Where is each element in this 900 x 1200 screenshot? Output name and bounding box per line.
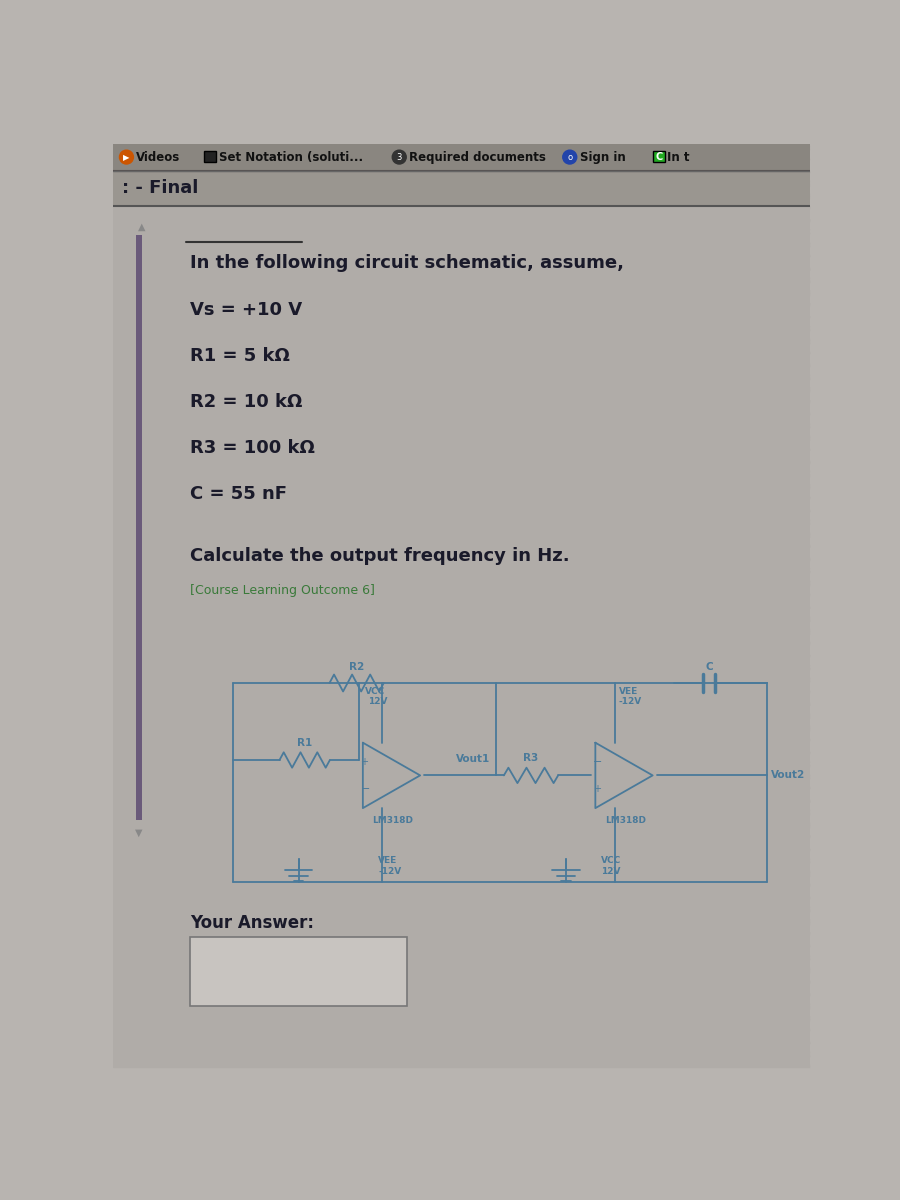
Text: +: + xyxy=(593,785,601,794)
Text: ▲: ▲ xyxy=(139,222,146,232)
FancyBboxPatch shape xyxy=(112,205,810,1068)
Text: In the following circuit schematic, assume,: In the following circuit schematic, assu… xyxy=(190,254,624,272)
Text: LM318D: LM318D xyxy=(373,816,414,826)
Text: : - Final: : - Final xyxy=(122,179,198,197)
Text: Vs = +10 V: Vs = +10 V xyxy=(190,300,302,318)
Text: R3 = 100 kΩ: R3 = 100 kΩ xyxy=(190,439,315,457)
Text: [Course Learning Outcome 6]: [Course Learning Outcome 6] xyxy=(190,584,375,598)
Text: Your Answer:: Your Answer: xyxy=(190,914,314,932)
FancyBboxPatch shape xyxy=(190,937,407,1007)
Text: VEE: VEE xyxy=(378,856,398,865)
Text: C: C xyxy=(706,662,713,672)
Text: R3: R3 xyxy=(524,754,538,763)
Text: 3: 3 xyxy=(397,152,402,162)
Text: R2: R2 xyxy=(349,662,364,672)
Text: -12V: -12V xyxy=(378,866,401,876)
Text: C: C xyxy=(655,152,662,162)
Text: ▼: ▼ xyxy=(135,828,142,838)
Text: Vout2: Vout2 xyxy=(771,770,806,780)
Text: 12V: 12V xyxy=(368,697,388,706)
Text: Videos: Videos xyxy=(136,150,180,163)
Text: R1 = 5 kΩ: R1 = 5 kΩ xyxy=(190,347,290,365)
FancyBboxPatch shape xyxy=(112,170,810,205)
Text: Set Notation (soluti...: Set Notation (soluti... xyxy=(219,150,363,163)
Text: -12V: -12V xyxy=(618,697,642,706)
Circle shape xyxy=(120,150,133,164)
Text: Required documents: Required documents xyxy=(410,150,546,163)
Text: VCC: VCC xyxy=(365,686,385,696)
Text: o: o xyxy=(567,152,572,162)
Text: LM318D: LM318D xyxy=(605,816,646,826)
Text: 12V: 12V xyxy=(601,866,620,876)
Circle shape xyxy=(562,150,577,164)
Text: Vout1: Vout1 xyxy=(455,754,490,764)
Circle shape xyxy=(392,150,406,164)
Text: −: − xyxy=(361,785,370,794)
FancyBboxPatch shape xyxy=(204,151,216,162)
Text: ▶: ▶ xyxy=(123,152,130,162)
Text: VEE: VEE xyxy=(618,686,638,696)
Text: C = 55 nF: C = 55 nF xyxy=(190,485,287,503)
Text: Calculate the output frequency in Hz.: Calculate the output frequency in Hz. xyxy=(190,547,570,565)
Text: R1: R1 xyxy=(297,738,312,748)
Text: In t: In t xyxy=(668,150,690,163)
Text: Sign in: Sign in xyxy=(580,150,626,163)
FancyBboxPatch shape xyxy=(653,151,665,162)
Text: VCC: VCC xyxy=(601,856,621,865)
FancyBboxPatch shape xyxy=(136,235,142,820)
Text: R2 = 10 kΩ: R2 = 10 kΩ xyxy=(190,392,302,410)
Text: −: − xyxy=(593,756,602,767)
FancyBboxPatch shape xyxy=(112,144,810,170)
Text: +: + xyxy=(361,756,368,767)
